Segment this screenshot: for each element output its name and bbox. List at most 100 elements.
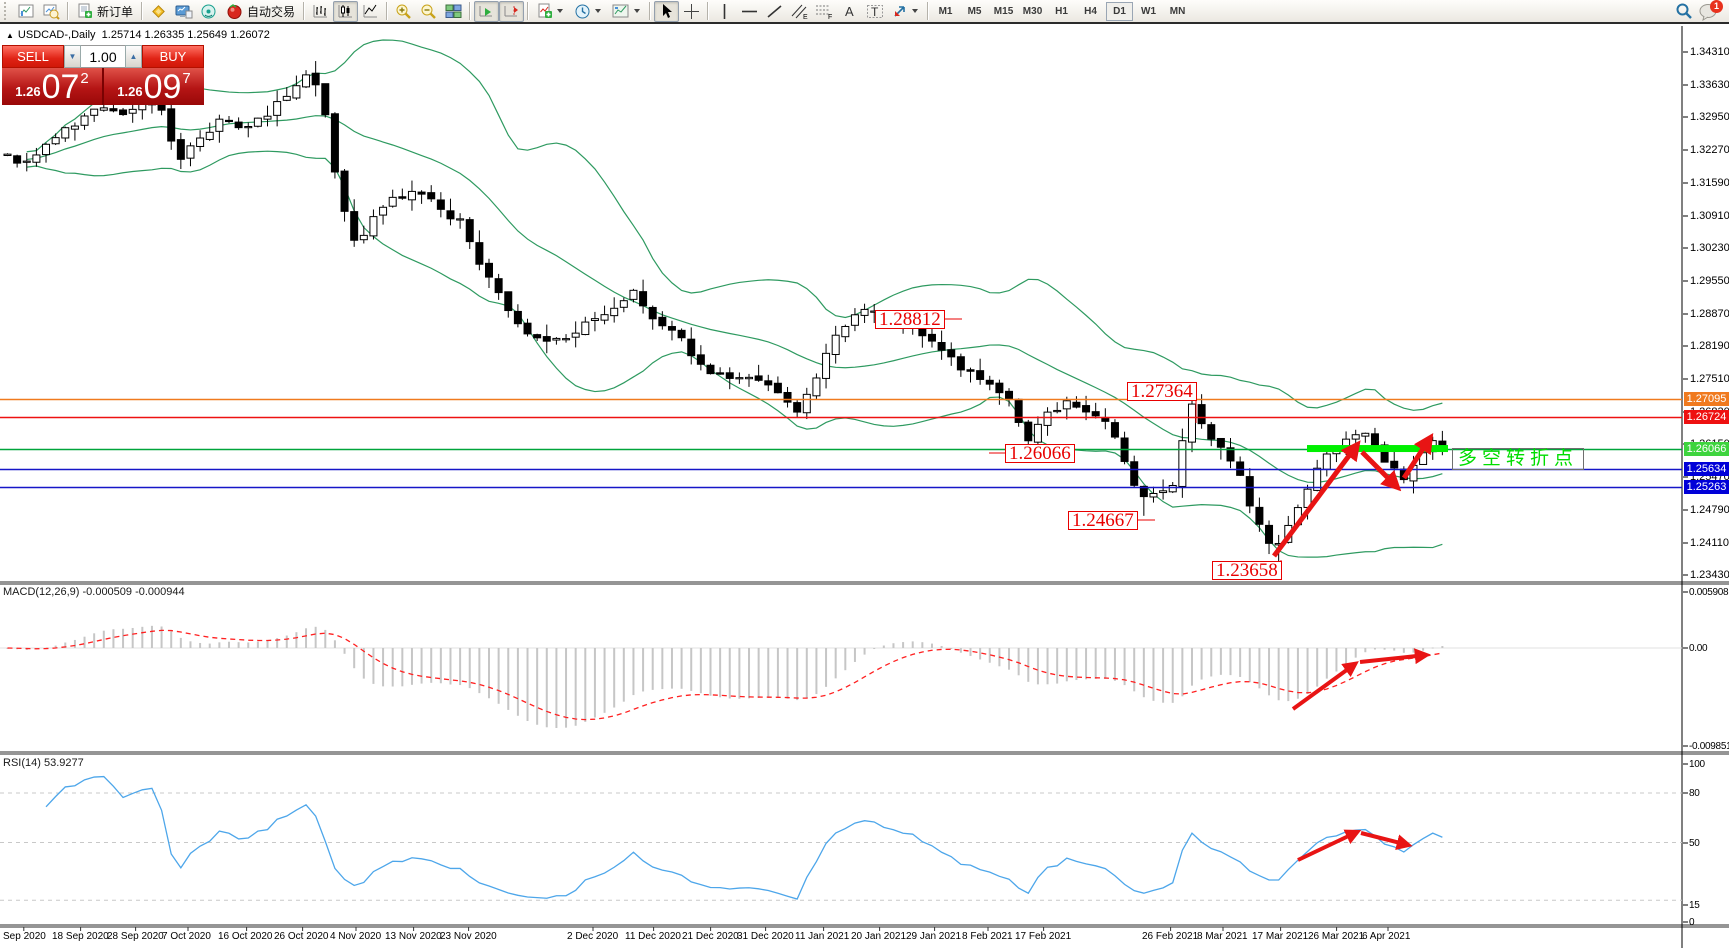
price-axis-tick-label: 1.30230 bbox=[1690, 242, 1729, 254]
separator bbox=[386, 2, 389, 20]
equidistant-channel-icon: E bbox=[791, 4, 808, 20]
chart-shift-button[interactable] bbox=[499, 0, 525, 22]
price-level-badge: 1.27095 bbox=[1684, 392, 1729, 406]
sell-price-base: 1.26 bbox=[15, 84, 41, 99]
price-callout-label[interactable]: 1.27364 bbox=[1127, 382, 1197, 401]
macd-histogram bbox=[0, 625, 1682, 728]
bar-chart-button[interactable] bbox=[308, 1, 333, 22]
indicators-icon bbox=[538, 3, 553, 18]
symbol-period-title: USDCAD-,Daily bbox=[17, 29, 96, 41]
collapse-triangle-icon[interactable]: ▲ bbox=[6, 31, 14, 40]
volume-decrease-button[interactable]: ▼ bbox=[64, 45, 81, 68]
new-chart-button[interactable] bbox=[14, 1, 39, 22]
timeframe-d1[interactable]: D1 bbox=[1106, 1, 1134, 21]
price-level-badge: 1.26724 bbox=[1684, 410, 1729, 424]
buy-button[interactable]: BUY bbox=[142, 45, 204, 68]
timeframe-h1[interactable]: H1 bbox=[1055, 5, 1068, 17]
timeframe-w1[interactable]: W1 bbox=[1141, 5, 1157, 17]
hline-tool-button[interactable] bbox=[737, 1, 762, 22]
timeframe-mn[interactable]: MN bbox=[1169, 5, 1186, 17]
text-tool-button[interactable]: A bbox=[837, 1, 862, 22]
templates-button[interactable] bbox=[607, 1, 646, 22]
date-axis-label: Sep 2020 bbox=[3, 931, 46, 942]
timeframe-m30[interactable]: M30 bbox=[1022, 5, 1043, 17]
buy-price-point: 7 bbox=[182, 70, 191, 87]
indicators-button[interactable] bbox=[532, 1, 569, 22]
timeframe-h4[interactable]: H4 bbox=[1084, 5, 1097, 17]
cursor-tool-button[interactable] bbox=[654, 0, 680, 22]
candle-chart-icon bbox=[338, 4, 353, 17]
trendline-tool-button[interactable] bbox=[762, 1, 787, 22]
line-chart-button[interactable] bbox=[358, 1, 383, 22]
highlight-green-segment bbox=[1307, 445, 1448, 453]
date-axis-label: 17 Mar 2021 bbox=[1252, 931, 1309, 942]
tile-windows-button[interactable] bbox=[441, 1, 466, 22]
date-axis-label: 21 Dec 2020 bbox=[682, 931, 739, 942]
signals-button[interactable] bbox=[196, 1, 221, 22]
notifications-button[interactable]: 1 bbox=[1699, 0, 1723, 21]
auto-scroll-button[interactable] bbox=[474, 0, 500, 22]
buy-price-display[interactable]: 1.26 09 7 bbox=[102, 68, 204, 105]
volume-input[interactable]: 1.00 bbox=[81, 45, 125, 68]
vline-tool-button[interactable] bbox=[712, 1, 737, 22]
price-callout-label[interactable]: 1.28812 bbox=[875, 310, 945, 329]
new-order-button[interactable]: 新订单 bbox=[72, 1, 138, 22]
bar-chart-icon bbox=[313, 4, 328, 17]
chart-title-bar: ▲ USDCAD-,Daily 1.25714 1.26335 1.25649 1… bbox=[6, 29, 270, 41]
zoom-out-button[interactable] bbox=[416, 1, 441, 22]
profiles-button[interactable] bbox=[39, 1, 64, 22]
label-tool-button[interactable]: T bbox=[862, 1, 887, 22]
price-level-badge: 1.25634 bbox=[1684, 462, 1729, 476]
channel-tool-button[interactable]: E bbox=[787, 1, 812, 22]
macd-axis-label: 0.00 bbox=[1689, 643, 1708, 654]
metaeditor-button[interactable] bbox=[146, 1, 171, 22]
candlesticks bbox=[3, 61, 1447, 565]
auto-trading-button[interactable]: 自动交易 bbox=[221, 1, 300, 22]
sell-price-display[interactable]: 1.26 07 2 bbox=[2, 68, 102, 105]
periods-button[interactable] bbox=[569, 1, 607, 22]
search-icon[interactable] bbox=[1675, 2, 1693, 20]
signals-icon bbox=[201, 4, 216, 18]
zoom-out-icon bbox=[421, 4, 436, 19]
toolbar: 新订单 自动交易 E F A T M1 M5 M15 M30 H1 H4 D1 W1 MN 1 bbox=[0, 0, 1729, 24]
crosshair-tool-button[interactable] bbox=[679, 1, 704, 22]
terminal-button[interactable] bbox=[171, 1, 196, 22]
price-axis-tick-label: 1.24790 bbox=[1690, 504, 1729, 516]
horizontal-line-icon bbox=[742, 10, 758, 12]
main-chart-arrows bbox=[1271, 432, 1434, 558]
shapes-tool-button[interactable] bbox=[887, 1, 924, 22]
toolbar-grip bbox=[4, 2, 11, 20]
callout-tails bbox=[937, 318, 1282, 571]
zoom-in-button[interactable] bbox=[391, 1, 416, 22]
timeframe-m15[interactable]: M15 bbox=[993, 5, 1014, 17]
svg-text:E: E bbox=[803, 14, 808, 20]
profiles-icon bbox=[43, 4, 60, 20]
date-axis-label: 31 Dec 2020 bbox=[737, 931, 794, 942]
date-axis-label: 13 Nov 2020 bbox=[385, 931, 442, 942]
price-level-badge: 1.25263 bbox=[1684, 480, 1729, 494]
price-axis-tick-label: 1.34310 bbox=[1690, 46, 1729, 58]
timeframe-m1[interactable]: M1 bbox=[938, 5, 953, 17]
candle-chart-button[interactable] bbox=[333, 0, 359, 22]
timeframe-m5[interactable]: M5 bbox=[967, 5, 982, 17]
separator bbox=[303, 2, 306, 20]
date-axis-label: 17 Feb 2021 bbox=[1015, 931, 1072, 942]
sell-price-point: 2 bbox=[80, 70, 89, 87]
cursor-icon bbox=[663, 4, 673, 18]
price-callout-label[interactable]: 1.24667 bbox=[1068, 511, 1138, 530]
date-axis-label: 8 Mar 2021 bbox=[1197, 931, 1248, 942]
rsi-line bbox=[45, 775, 1443, 900]
price-axis-tick-label: 1.30910 bbox=[1690, 210, 1729, 222]
fibonacci-tool-button[interactable]: F bbox=[812, 1, 837, 22]
price-callout-label[interactable]: 1.26066 bbox=[1005, 444, 1075, 463]
sell-button[interactable]: SELL bbox=[2, 45, 64, 68]
bollinger-bands bbox=[26, 39, 1443, 558]
volume-increase-button[interactable]: ▲ bbox=[125, 45, 142, 68]
sell-price-pips: 07 bbox=[41, 68, 80, 106]
turning-point-annotation[interactable]: 多空转折点 bbox=[1452, 448, 1585, 470]
buy-price-pips: 09 bbox=[143, 68, 182, 106]
price-callout-label[interactable]: 1.23658 bbox=[1212, 561, 1282, 580]
tile-windows-icon bbox=[445, 4, 462, 18]
trendline-icon bbox=[767, 4, 782, 18]
